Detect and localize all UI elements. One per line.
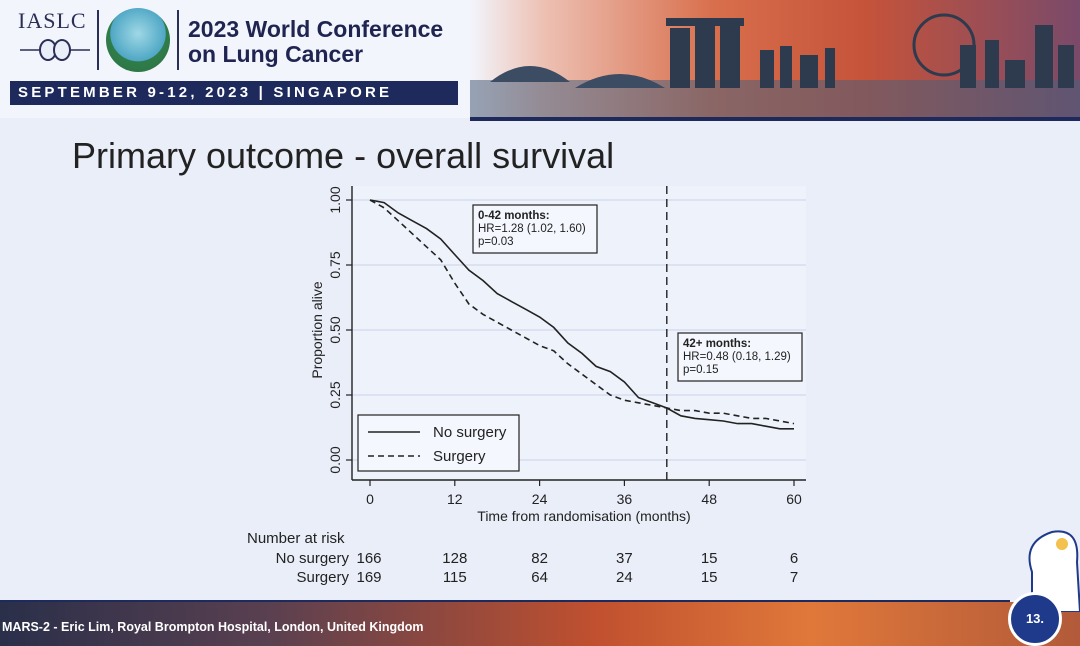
annotation-text: 0-42 months: [478, 210, 550, 222]
skyline-silhouette [470, 13, 1080, 118]
number-at-risk-table: Number at risk No surgery 166 128 82 37 15 6 Sur… [247, 530, 798, 586]
logo-divider [177, 10, 179, 70]
x-tick-label: 60 [786, 491, 802, 507]
date-location-bar: SEPTEMBER 9-12, 2023 | SINGAPORE [10, 81, 458, 105]
risk-cell: 64 [531, 569, 548, 586]
series-line-no-surgery [369, 199, 794, 430]
annotation-layer: 0-42 months:HR=1.28 (1.02, 1.60)p=0.03 42… [472, 204, 803, 382]
risk-cell: 115 [443, 569, 467, 586]
risk-cell: 82 [531, 550, 548, 567]
annotation-box [472, 204, 598, 254]
number-at-risk-title: Number at risk [247, 530, 345, 547]
risk-cell: 15 [701, 569, 718, 586]
risk-row-label: Surgery [296, 569, 349, 586]
footer-presenter-text: MARS-2 - Eric Lim, Royal Brompton Hospit… [2, 620, 424, 634]
risk-cell: 169 [356, 569, 381, 586]
singapore-skyline-image [470, 0, 1080, 118]
x-tick-label: 12 [447, 491, 463, 507]
risk-cell: 7 [790, 569, 798, 586]
conference-title-line2: on Lung Cancer [188, 41, 364, 67]
x-tick-label: 36 [617, 491, 633, 507]
annotation-text: p=0.15 [683, 364, 719, 376]
annotation-text: HR=0.48 (0.18, 1.29) [683, 351, 791, 363]
risk-row-label: No surgery [276, 550, 350, 567]
series-line-surgery [369, 199, 795, 425]
y-tick-label: 1.00 [327, 186, 343, 213]
risk-cell: 6 [790, 550, 798, 567]
annotation-box [677, 332, 803, 382]
lungs-icon [20, 39, 90, 61]
axes-layer: 0.00 0.25 0.50 0.75 1.00 0 12 24 36 48 60 Time from… [309, 186, 806, 524]
y-axis-title: Proportion alive [309, 281, 325, 378]
singapore-supertree-logo [106, 8, 170, 72]
y-tick-label: 0.00 [327, 446, 343, 473]
risk-cell: 166 [356, 550, 381, 567]
footer-divider [0, 600, 1010, 603]
footer-bar [0, 602, 1080, 646]
x-tick-label: 0 [366, 491, 374, 507]
y-tick-label: 0.25 [327, 381, 343, 408]
legend-box [357, 414, 520, 472]
iaslc-logo-text: IASLC [18, 8, 87, 33]
risk-cell: 24 [616, 569, 633, 586]
annotation-text: HR=1.28 (1.02, 1.60) [478, 223, 586, 235]
conference-title-line1: 2023 World Conference [188, 16, 444, 42]
series-layer [369, 199, 795, 430]
slide-title: Primary outcome - overall survival [72, 135, 615, 176]
logo-divider [97, 10, 99, 70]
annotation-text: p=0.03 [478, 236, 514, 248]
conference-header: IASLC 2023 World Conference on Lung Canc… [0, 0, 1080, 118]
x-axis-title: Time from randomisation (months) [477, 508, 690, 524]
x-tick-label: 24 [532, 491, 548, 507]
y-tick-label: 0.50 [327, 316, 343, 343]
y-tick-label: 0.75 [327, 251, 343, 278]
risk-cell: 37 [616, 550, 633, 567]
legend-label: Surgery [433, 448, 486, 465]
legend-label: No surgery [433, 424, 507, 441]
x-tick-label: 48 [701, 491, 717, 507]
header-divider-line [470, 117, 1080, 121]
legend-layer: No surgery Surgery [357, 414, 520, 472]
annotation-text: 42+ months: [683, 338, 751, 350]
mascot-icon [1028, 530, 1080, 612]
risk-cell: 15 [701, 550, 718, 567]
risk-cell: 128 [442, 550, 467, 567]
page-number-badge: 13. [1008, 592, 1062, 646]
conference-title: 2023 World Conference on Lung Cancer [188, 17, 488, 67]
